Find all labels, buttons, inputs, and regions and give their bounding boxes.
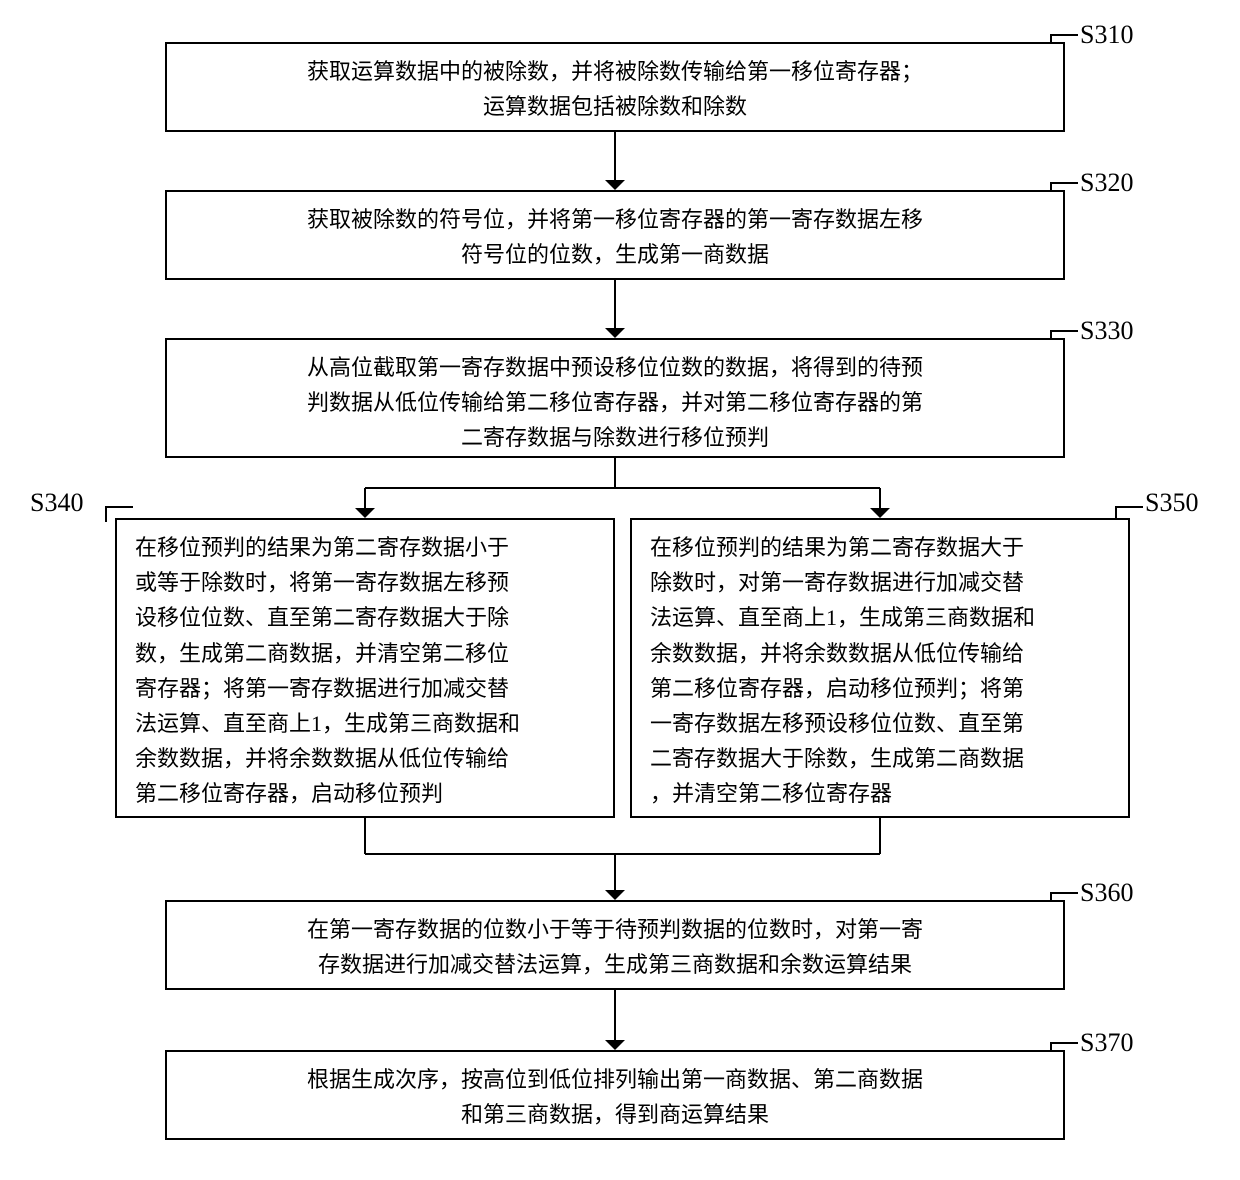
step-text-line: 获取被除数的符号位，并将第一移位寄存器的第一寄存数据左移 bbox=[307, 207, 923, 232]
step-text-line: 法运算、直至商上1，生成第三商数据和 bbox=[135, 711, 520, 736]
step-text-line: 获取运算数据中的被除数，并将被除数传输给第一移位寄存器； bbox=[307, 59, 923, 84]
step-text-line: 根据生成次序，按高位到低位排列输出第一商数据、第二商数据 bbox=[307, 1067, 923, 1092]
step-text-line: 符号位的位数，生成第一商数据 bbox=[461, 242, 769, 267]
step-text-line: 一寄存数据左移预设移位位数、直至第 bbox=[650, 711, 1024, 736]
step-text-line: ，并清空第二移位寄存器 bbox=[650, 781, 892, 806]
step-text-line: 从高位截取第一寄存数据中预设移位位数的数据，将得到的待预 bbox=[307, 355, 923, 380]
step-box-s320: 获取被除数的符号位，并将第一移位寄存器的第一寄存数据左移符号位的位数，生成第一商… bbox=[165, 190, 1065, 280]
step-text-line: 存数据进行加减交替法运算，生成第三商数据和余数运算结果 bbox=[318, 952, 912, 977]
step-text-line: 余数数据，并将余数数据从低位传输给 bbox=[650, 641, 1024, 666]
step-text-line: 和第三商数据，得到商运算结果 bbox=[461, 1102, 769, 1127]
step-text-line: 第二移位寄存器，启动移位预判；将第 bbox=[650, 676, 1024, 701]
step-box-s340: 在移位预判的结果为第二寄存数据小于或等于除数时，将第一寄存数据左移预设移位位数、… bbox=[115, 518, 615, 818]
step-label-s370: S370 bbox=[1080, 1028, 1133, 1058]
step-text-line: 除数时，对第一寄存数据进行加减交替 bbox=[650, 570, 1024, 595]
step-text-line: 判数据从低位传输给第二移位寄存器，并对第二移位寄存器的第 bbox=[307, 390, 923, 415]
step-text-line: 二寄存数据大于除数，生成第二商数据 bbox=[650, 746, 1024, 771]
step-label-s330: S330 bbox=[1080, 316, 1133, 346]
step-box-s350: 在移位预判的结果为第二寄存数据大于除数时，对第一寄存数据进行加减交替法运算、直至… bbox=[630, 518, 1130, 818]
step-text-line: 二寄存数据与除数进行移位预判 bbox=[461, 425, 769, 450]
step-text-line: 第二移位寄存器，启动移位预判 bbox=[135, 781, 443, 806]
step-box-s330: 从高位截取第一寄存数据中预设移位位数的数据，将得到的待预判数据从低位传输给第二移… bbox=[165, 338, 1065, 458]
step-text-line: 在移位预判的结果为第二寄存数据大于 bbox=[650, 535, 1024, 560]
step-label-s360: S360 bbox=[1080, 878, 1133, 908]
step-text-line: 或等于除数时，将第一寄存数据左移预 bbox=[135, 570, 509, 595]
step-label-s320: S320 bbox=[1080, 168, 1133, 198]
step-text-line: 在第一寄存数据的位数小于等于待预判数据的位数时，对第一寄 bbox=[307, 917, 923, 942]
step-text-line: 设移位位数、直至第二寄存数据大于除 bbox=[135, 605, 509, 630]
step-label-s340: S340 bbox=[30, 488, 83, 518]
step-text-line: 运算数据包括被除数和除数 bbox=[483, 94, 747, 119]
step-text-line: 法运算、直至商上1，生成第三商数据和 bbox=[650, 605, 1035, 630]
step-box-s360: 在第一寄存数据的位数小于等于待预判数据的位数时，对第一寄存数据进行加减交替法运算… bbox=[165, 900, 1065, 990]
step-text-line: 余数数据，并将余数数据从低位传输给 bbox=[135, 746, 509, 771]
step-box-s310: 获取运算数据中的被除数，并将被除数传输给第一移位寄存器； 运算数据包括被除数和除数 bbox=[165, 42, 1065, 132]
step-text-line: 在移位预判的结果为第二寄存数据小于 bbox=[135, 535, 509, 560]
step-box-s370: 根据生成次序，按高位到低位排列输出第一商数据、第二商数据和第三商数据，得到商运算… bbox=[165, 1050, 1065, 1140]
step-text-line: 寄存器；将第一寄存数据进行加减交替 bbox=[135, 676, 509, 701]
step-label-s310: S310 bbox=[1080, 20, 1133, 50]
flowchart-canvas: S310 获取运算数据中的被除数，并将被除数传输给第一移位寄存器； 运算数据包括被除… bbox=[20, 20, 1220, 1160]
step-text-line: 数，生成第二商数据，并清空第二移位 bbox=[135, 641, 509, 666]
step-label-s350: S350 bbox=[1145, 488, 1198, 518]
